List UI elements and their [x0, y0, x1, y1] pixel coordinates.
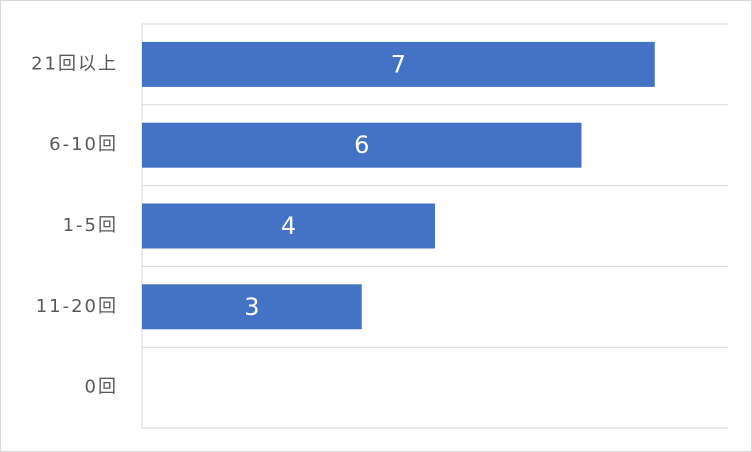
bar	[142, 41, 655, 87]
bar	[142, 284, 362, 330]
bar	[142, 122, 582, 168]
data-label: 6	[354, 131, 369, 159]
bar	[142, 203, 435, 249]
y-tick-label: 21回以上	[31, 53, 118, 74]
y-tick-label: 11-20回	[36, 296, 118, 317]
data-label: 4	[281, 212, 296, 240]
y-tick-label: 6-10回	[49, 134, 118, 155]
data-label: 7	[391, 50, 406, 78]
y-tick-label: 1-5回	[63, 215, 118, 236]
data-label: 3	[244, 293, 259, 321]
y-tick-label: 0回	[85, 377, 118, 398]
